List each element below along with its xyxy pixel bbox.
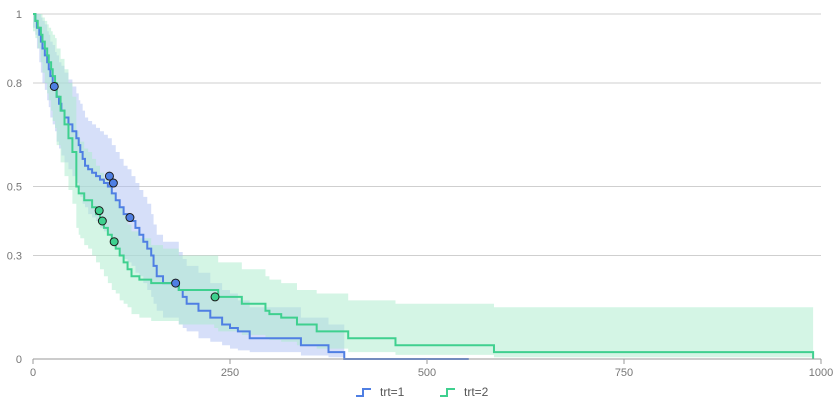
legend-item-trt=2[interactable]: trt=2 — [440, 385, 489, 399]
y-tick-label-0: 0 — [16, 354, 22, 366]
censor-marker-trt=2-3 — [210, 292, 220, 302]
censor-marker-trt=1-0 — [49, 81, 59, 91]
y-tick-label-2: 0.5 — [7, 182, 22, 194]
x-tick-label-1: 250 — [221, 367, 239, 379]
x-tick-label-4: 1000 — [809, 367, 833, 379]
censor-marker-trt=2-1 — [97, 216, 107, 226]
censor-marker-trt=2-0 — [94, 206, 104, 216]
y-tick-label-1: 0.3 — [7, 251, 22, 263]
legend-item-trt=1[interactable]: trt=1 — [356, 385, 405, 399]
censor-marker-trt=2-2 — [109, 237, 119, 247]
legend-swatch-trt=1 — [356, 388, 371, 397]
y-tick-label-3: 0.8 — [7, 78, 22, 90]
legend-swatch-trt=2 — [440, 388, 455, 397]
legend-label-trt=2: trt=2 — [464, 385, 489, 399]
x-axis — [32, 358, 822, 364]
censor-marker-trt=1-3 — [125, 213, 135, 223]
legend-label-trt=1: trt=1 — [380, 385, 405, 399]
censor-marker-trt=1-2 — [108, 178, 118, 188]
x-tick-label-0: 0 — [30, 367, 36, 379]
x-tick-label-3: 750 — [615, 367, 633, 379]
censor-marker-trt=1-4 — [171, 278, 181, 288]
confidence-bands — [33, 14, 814, 359]
censor-marker-trt=1-1 — [104, 171, 114, 181]
x-tick-label-2: 500 — [418, 367, 436, 379]
legend: trt=1 trt=2 — [356, 385, 489, 399]
confidence-band-trt=2 — [33, 14, 814, 359]
censor-markers — [49, 81, 220, 302]
x-tick-labels: 0 250 500 750 1000 — [30, 367, 833, 379]
y-tick-label-4: 1 — [16, 9, 22, 21]
y-tick-labels: 0 0.3 0.5 0.8 1 — [7, 9, 22, 366]
grid-lines — [33, 13, 821, 256]
